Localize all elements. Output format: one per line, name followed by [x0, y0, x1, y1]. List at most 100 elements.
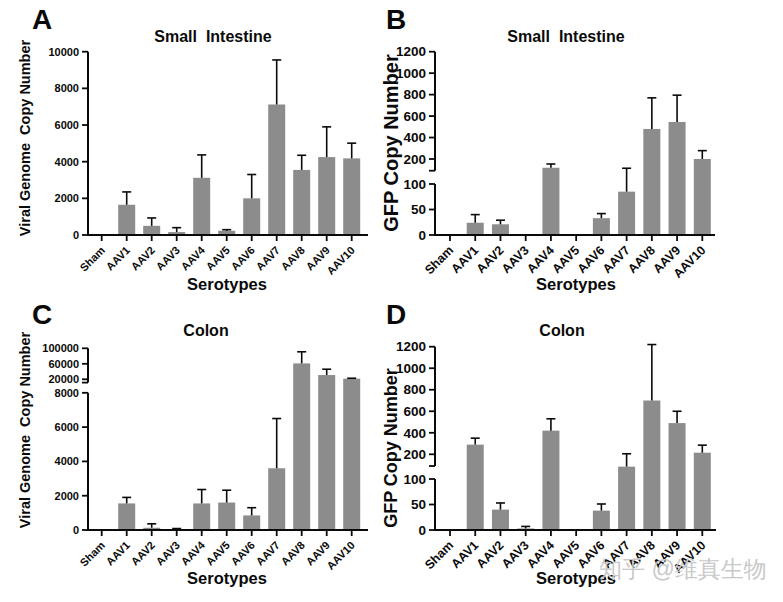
bar-AAV1: [118, 205, 135, 235]
category-label-AAV10: AAV10: [324, 539, 357, 572]
category-label-AAV8: AAV8: [625, 243, 658, 276]
x-axis-label-a: Serotypes: [187, 275, 267, 294]
category-label-AAV6: AAV6: [575, 243, 608, 276]
x-axis-label-c: Serotypes: [187, 569, 267, 588]
bar-AAV1: [467, 223, 484, 235]
category-label-AAV5: AAV5: [203, 539, 232, 568]
category-label-AAV2: AAV2: [128, 244, 157, 273]
bar-AAV2: [492, 224, 509, 235]
category-label-AAV2: AAV2: [474, 538, 507, 571]
bar-AAV6: [593, 218, 610, 235]
y-tick-label: 100000: [42, 342, 79, 354]
bar-AAV7: [618, 192, 635, 235]
y-tick-label: 8000: [55, 82, 79, 94]
category-label-AAV7: AAV7: [253, 539, 282, 568]
chart-D: 05010020040060080010001200ShamAAV1AAV2AA…: [396, 339, 716, 576]
bar-AAV1: [467, 445, 484, 530]
y-tick-label: 4000: [55, 455, 79, 467]
bar-AAV7: [618, 467, 635, 530]
bar-AAV4: [542, 168, 559, 235]
category-label-Sham: Sham: [77, 539, 107, 569]
y-tick-label: 200: [403, 447, 426, 462]
y-tick-label: 100: [403, 472, 426, 487]
bar-AAV5: [218, 503, 235, 530]
y-axis-label-c: Viral Genome Copy Number: [17, 332, 33, 528]
y-axis-label-a: Viral Genome Copy Number: [17, 40, 33, 236]
y-tick-label: 50: [411, 497, 426, 512]
y-tick-label: 0: [418, 228, 426, 243]
y-tick-label: 6000: [55, 421, 79, 433]
category-label-Sham: Sham: [77, 244, 107, 274]
category-label-AAV4: AAV4: [524, 243, 557, 276]
bar-AAV8: [293, 363, 310, 530]
category-label-AAV6: AAV6: [228, 244, 257, 273]
category-label-AAV1: AAV1: [449, 243, 482, 276]
watermark: 知乎 @维真生物: [599, 554, 767, 585]
y-tick-label: 800: [403, 382, 426, 397]
category-label-Sham: Sham: [422, 243, 456, 277]
panel-letter-a: A: [32, 4, 52, 36]
y-tick-label: 600: [403, 404, 426, 419]
panel-letter-d: D: [386, 299, 406, 331]
category-label-AAV4: AAV4: [178, 538, 207, 567]
figure: 0200040006000800010000ShamAAV1AAV2AAV3AA…: [0, 0, 783, 602]
y-tick-label: 200: [403, 152, 426, 167]
bar-AAV7: [268, 104, 285, 235]
bar-AAV6: [243, 515, 260, 530]
y-tick-label: 6000: [55, 119, 79, 131]
y-tick-label: 100: [403, 177, 426, 192]
bar-AAV2: [492, 510, 509, 530]
bar-AAV7: [268, 468, 285, 530]
y-tick-label: 400: [403, 426, 426, 441]
category-label-AAV1: AAV1: [103, 539, 132, 568]
y-tick-label: 0: [418, 523, 426, 538]
chart-title-a: Small Intestine: [154, 28, 271, 46]
bar-AAV4: [193, 178, 210, 235]
bar-AAV10: [694, 453, 711, 530]
y-tick-label: 800: [403, 87, 426, 102]
y-tick-label: 600: [403, 109, 426, 124]
y-tick-label: 400: [403, 130, 426, 145]
category-label-AAV3: AAV3: [499, 538, 532, 571]
chart-B: 05010020040060080010001200ShamAAV1AAV2AA…: [396, 44, 715, 281]
bar-AAV9: [318, 375, 335, 530]
category-label-AAV1: AAV1: [103, 244, 132, 273]
y-tick-label: 8000: [55, 387, 79, 399]
bar-AAV9: [669, 423, 686, 530]
bar-AAV1: [118, 503, 135, 530]
category-label-AAV6: AAV6: [228, 539, 257, 568]
chart-title-c: Colon: [183, 322, 228, 340]
y-tick-label: 20000: [48, 373, 79, 385]
bar-AAV10: [343, 379, 360, 530]
bar-AAV2: [143, 226, 160, 235]
chart-A: 0200040006000800010000ShamAAV1AAV2AAV3AA…: [48, 46, 368, 277]
y-tick-label: 10000: [48, 46, 79, 58]
panel-letter-c: C: [32, 299, 52, 331]
chart-title-d: Colon: [539, 322, 584, 340]
y-tick-label: 2000: [55, 490, 79, 502]
category-label-AAV8: AAV8: [278, 539, 307, 568]
bar-AAV8: [643, 401, 660, 531]
bar-AAV10: [343, 158, 360, 235]
bar-AAV8: [293, 170, 310, 235]
category-label-Sham: Sham: [422, 538, 456, 572]
y-tick-label: 60000: [48, 358, 79, 370]
category-label-AAV7: AAV7: [600, 243, 633, 276]
category-label-AAV7: AAV7: [253, 244, 282, 273]
category-label-AAV4: AAV4: [178, 243, 207, 272]
y-tick-label: 50: [411, 202, 426, 217]
y-axis-label-d: GFP Copy Number: [381, 368, 402, 528]
bar-AAV6: [243, 198, 260, 235]
y-tick-label: 0: [73, 524, 79, 536]
panel-letter-b: B: [386, 4, 406, 36]
bar-AAV4: [542, 431, 559, 530]
chart-C: 020004000600080002000060000100000ShamAAV…: [42, 342, 368, 572]
bar-AAV9: [669, 122, 686, 235]
y-axis-label-b: GFP Copy Number: [380, 54, 403, 231]
bar-AAV10: [694, 159, 711, 235]
x-axis-label-b: Serotypes: [536, 275, 616, 294]
category-label-AAV5: AAV5: [549, 538, 582, 571]
category-label-AAV3: AAV3: [153, 244, 182, 273]
y-tick-label: 4000: [55, 156, 79, 168]
category-label-AAV5: AAV5: [549, 243, 582, 276]
